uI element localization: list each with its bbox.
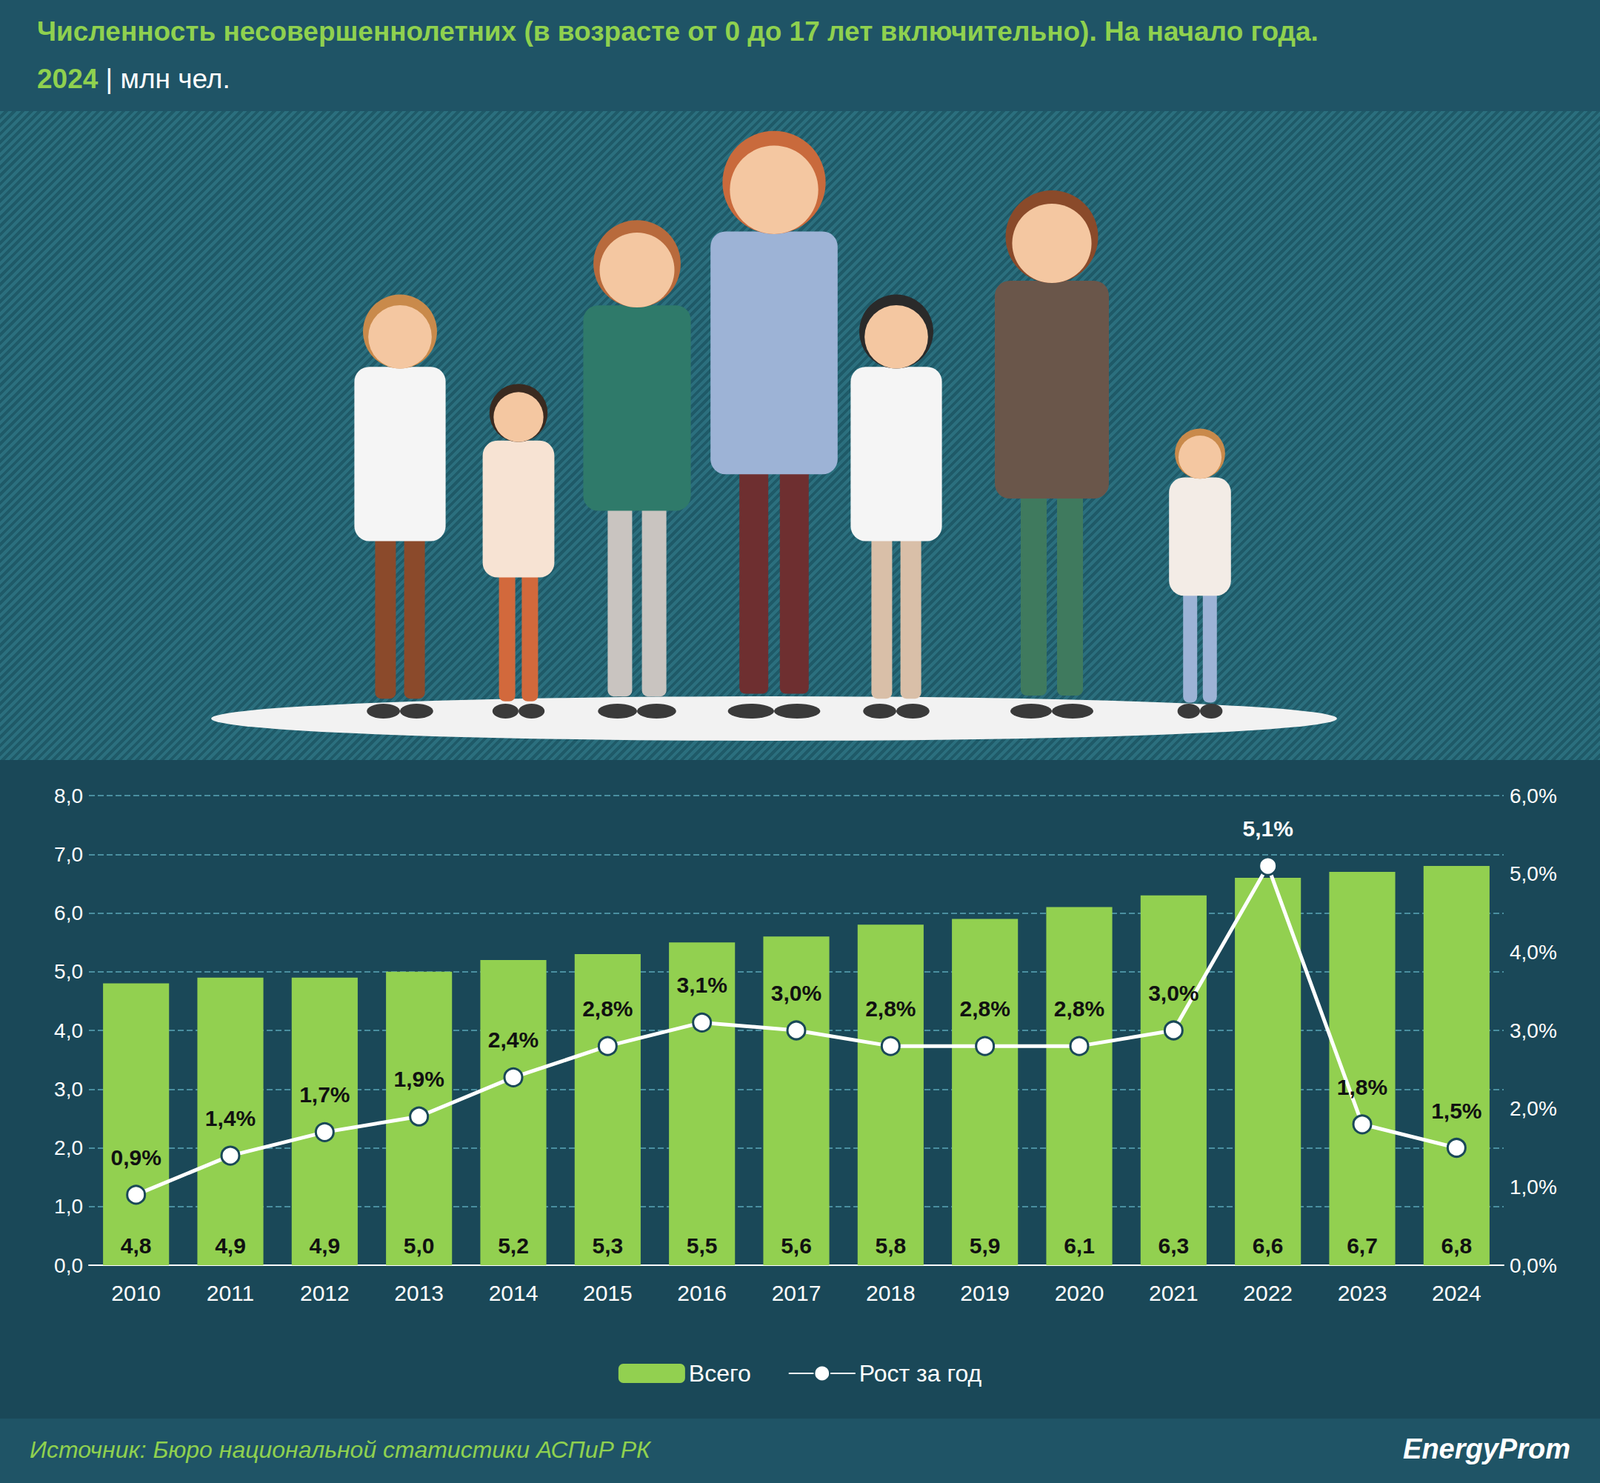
svg-text:2018: 2018 [865,1280,916,1306]
svg-text:6,3: 6,3 [1157,1233,1189,1258]
svg-text:4,9: 4,9 [214,1233,246,1258]
svg-text:2013: 2013 [394,1280,444,1306]
svg-text:1,0%: 1,0% [1509,1175,1558,1199]
svg-text:2,8%: 2,8% [582,996,633,1021]
svg-text:1,4%: 1,4% [205,1105,256,1131]
svg-text:4,8: 4,8 [120,1233,152,1258]
svg-text:5,9: 5,9 [969,1233,1001,1258]
svg-text:3,0%: 3,0% [1148,980,1199,1006]
svg-text:8,0: 8,0 [54,784,83,808]
svg-text:2023: 2023 [1337,1280,1388,1306]
svg-text:2011: 2011 [206,1280,255,1306]
svg-text:3,0%: 3,0% [1509,1019,1558,1043]
svg-text:3,1%: 3,1% [676,972,727,998]
svg-text:6,6: 6,6 [1252,1233,1284,1258]
svg-text:2,8%: 2,8% [865,996,916,1021]
svg-text:0,9%: 0,9% [110,1145,161,1170]
svg-text:1,8%: 1,8% [1337,1074,1388,1100]
svg-text:6,0%: 6,0% [1509,784,1558,808]
svg-text:2,8%: 2,8% [959,996,1010,1021]
svg-text:2019: 2019 [960,1280,1010,1306]
svg-text:2,0%: 2,0% [1509,1097,1558,1120]
svg-text:1,9%: 1,9% [393,1066,444,1092]
svg-text:5,3: 5,3 [591,1233,623,1258]
svg-text:6,0: 6,0 [54,901,83,925]
svg-text:5,0: 5,0 [54,960,83,983]
svg-text:2016: 2016 [677,1280,727,1306]
html-text:EnergyProm: EnergyProm [1402,1433,1571,1465]
svg-text:1,7%: 1,7% [299,1082,350,1107]
svg-text:2015: 2015 [582,1280,633,1306]
svg-text:2014: 2014 [488,1280,539,1306]
svg-text:2,4%: 2,4% [488,1027,539,1052]
svg-text:2020: 2020 [1054,1280,1105,1306]
svg-text:5,5: 5,5 [686,1233,718,1258]
svg-text:7,0: 7,0 [54,842,83,866]
svg-text:2017: 2017 [771,1280,822,1306]
html-text:Численность несовершеннолетних: Численность несовершеннолетних (в возрас… [37,16,1319,47]
svg-text:2021: 2021 [1148,1280,1199,1306]
svg-text:3,0%: 3,0% [771,980,822,1006]
svg-text:2022: 2022 [1242,1280,1293,1306]
svg-text:6,7: 6,7 [1346,1233,1378,1258]
svg-text:2,0: 2,0 [54,1136,83,1160]
svg-text:5,0: 5,0 [403,1233,435,1258]
svg-text:3,0: 3,0 [54,1077,83,1101]
svg-text:4,0%: 4,0% [1509,940,1558,964]
svg-text:5,6: 5,6 [780,1233,812,1258]
svg-text:2012: 2012 [300,1280,350,1306]
svg-text:5,8: 5,8 [874,1233,906,1258]
svg-text:5,0%: 5,0% [1509,862,1558,886]
svg-text:2,8%: 2,8% [1054,996,1105,1021]
html-text:Источник: Бюро национальной ст: Источник: Бюро национальной статистики А… [29,1436,651,1463]
svg-text:6,1: 6,1 [1063,1233,1095,1258]
svg-text:Рост за год: Рост за год [859,1360,983,1387]
svg-text:Всего: Всего [688,1360,752,1387]
html-text:2024 | млн чел.: 2024 | млн чел. [37,63,231,95]
svg-text:1,5%: 1,5% [1431,1098,1482,1123]
svg-text:1,0: 1,0 [54,1194,83,1218]
svg-text:2010: 2010 [111,1280,161,1306]
svg-text:0,0: 0,0 [54,1254,83,1278]
svg-text:0,0%: 0,0% [1509,1254,1558,1278]
svg-text:4,0: 4,0 [54,1019,83,1043]
svg-text:2024: 2024 [1431,1280,1482,1306]
svg-text:4,9: 4,9 [308,1233,340,1258]
svg-text:5,1%: 5,1% [1242,816,1293,841]
svg-text:5,2: 5,2 [497,1233,529,1258]
svg-text:6,8: 6,8 [1440,1233,1472,1258]
